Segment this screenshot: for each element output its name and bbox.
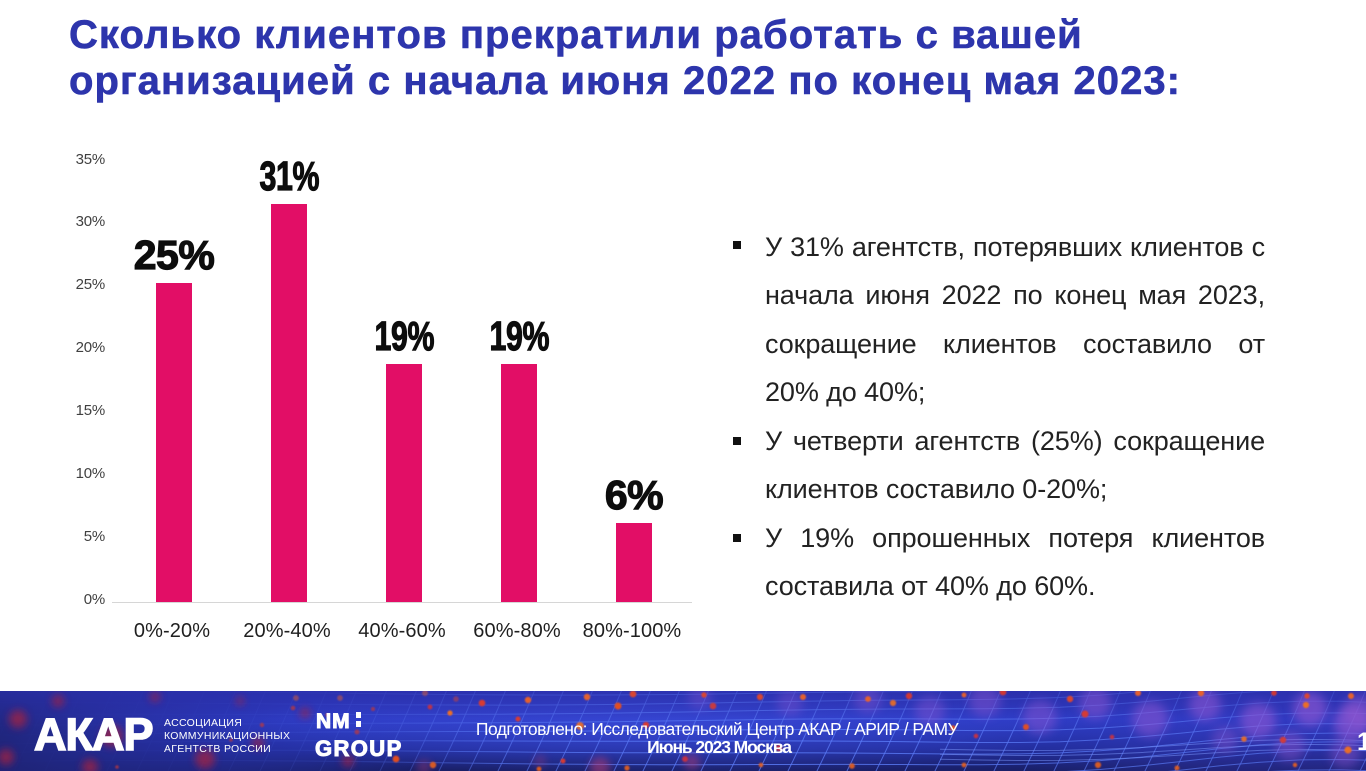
svg-text:18: 18	[1357, 728, 1366, 756]
svg-text:АССОЦИАЦИЯ: АССОЦИАЦИЯ	[164, 717, 242, 729]
svg-text:АКАР: АКАР	[34, 709, 152, 760]
svg-text:Июнь 2023 Москва: Июнь 2023 Москва	[647, 737, 792, 757]
svg-text:КОММУНИКАЦИОННЫХ: КОММУНИКАЦИОННЫХ	[164, 730, 290, 742]
svg-text:АГЕНТСТВ РОССИИ: АГЕНТСТВ РОССИИ	[164, 743, 271, 755]
svg-text:Подготовлено: Исследовательски: Подготовлено: Исследовательский Центр АК…	[476, 719, 960, 739]
svg-text:GROUP: GROUP	[315, 736, 403, 761]
svg-text:NM: NM	[316, 710, 351, 733]
